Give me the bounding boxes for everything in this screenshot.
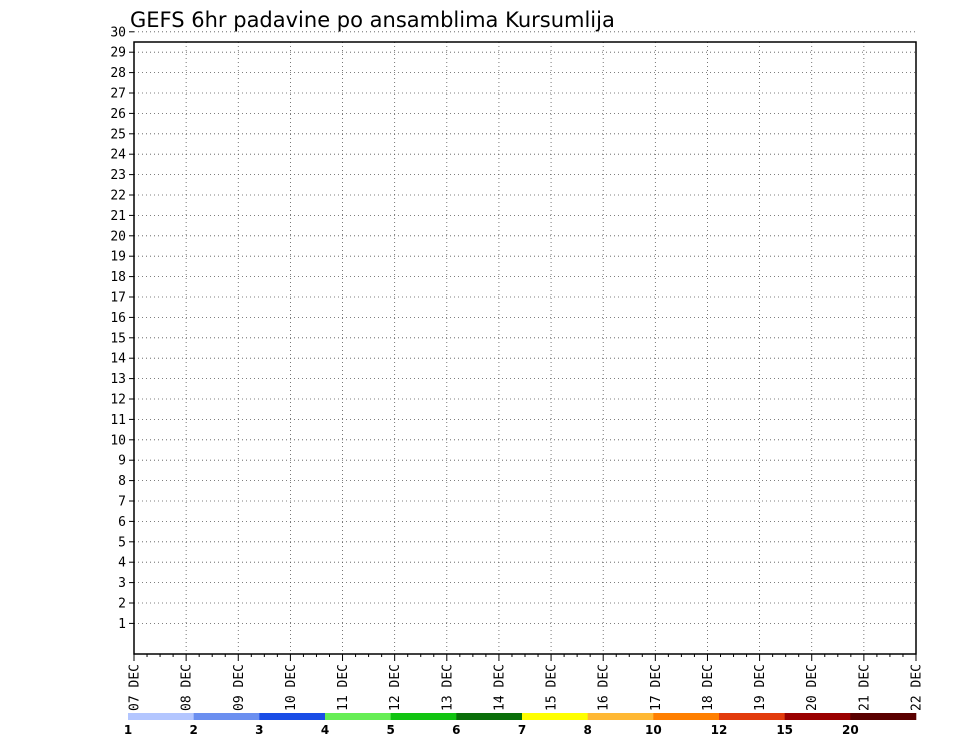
legend-label: 3 [255,723,263,737]
y-tick-label: 12 [110,393,126,408]
legend-swatch [719,713,785,720]
x-tick-label: 22 DEC [910,664,925,711]
legend-label: 4 [321,723,329,737]
legend-label: 8 [583,723,591,737]
y-tick-label: 2 [118,597,126,612]
y-tick-label: 21 [110,209,126,224]
y-tick-label: 28 [110,66,126,81]
x-tick-label: 21 DEC [857,664,872,711]
legend-label: 15 [776,723,793,737]
y-tick-label: 7 [118,495,126,510]
legend-label: 2 [189,723,197,737]
x-tick-label: 18 DEC [701,664,716,711]
y-tick-label: 11 [110,413,126,428]
y-tick-label: 26 [110,107,126,122]
y-tick-label: 4 [118,556,126,571]
y-tick-label: 23 [110,168,126,183]
grid-lines [134,31,916,654]
y-tick-label: 27 [110,87,126,102]
legend-label: 10 [645,723,662,737]
legend-swatch [259,713,326,720]
legend-swatch [390,713,457,720]
x-tick-label: 08 DEC [180,664,195,711]
x-tick-label: 10 DEC [284,664,299,711]
legend-swatch [653,713,720,720]
y-tick-label: 5 [118,535,126,550]
legend-swatch [522,713,588,720]
y-tick-label: 8 [118,474,126,489]
x-tick-label: 17 DEC [649,664,664,711]
y-tick-label: 22 [110,189,126,204]
legend-label: 7 [518,723,526,737]
x-tick-label: 07 DEC [128,664,143,711]
y-tick-label: 13 [110,372,126,387]
y-tick-label: 3 [118,576,126,591]
y-tick-label: 18 [110,270,126,285]
y-tick-label: 20 [110,229,126,244]
x-tick-label: 13 DEC [440,664,455,711]
legend-swatch [193,713,260,720]
y-tick-label: 25 [110,127,126,142]
y-tick-label: 30 [110,25,126,40]
y-tick-label: 29 [110,46,126,61]
y-tick-label: 17 [110,291,126,306]
x-tick-label: 15 DEC [545,664,560,711]
y-tick-label: 9 [118,454,126,469]
y-axis: 1234567891011121314151617181920212223242… [110,25,134,632]
x-tick-label: 19 DEC [753,664,768,711]
legend-label: 20 [842,723,859,737]
y-tick-label: 19 [110,250,126,265]
y-tick-label: 6 [118,515,126,530]
y-tick-label: 16 [110,311,126,326]
y-tick-label: 24 [110,148,126,163]
legend-swatch [128,713,194,720]
x-tick-label: 12 DEC [388,664,403,711]
x-tick-label: 09 DEC [232,664,247,711]
y-tick-label: 10 [110,433,126,448]
legend-swatch [587,713,654,720]
x-tick-label: 16 DEC [597,664,612,711]
chart-title: GEFS 6hr padavine po ansamblima Kursumli… [130,8,615,32]
legend-swatch [850,713,917,720]
color-legend: 1 2 3 4 5 6 7 8 10 12 15 20 [124,713,917,737]
legend-swatch [456,713,523,720]
legend-label: 1 [124,723,132,737]
y-tick-label: 14 [110,352,126,367]
x-tick-label: 14 DEC [492,664,507,711]
legend-label: 12 [711,723,728,737]
legend-swatch [325,713,391,720]
x-axis: 07 DEC 08 DEC 09 DEC 10 DEC 11 DEC 12 DEC 13 D… [128,654,925,711]
x-tick-label: 20 DEC [805,664,820,711]
y-tick-label: 1 [118,617,126,632]
legend-swatch [784,713,851,720]
legend-label: 6 [452,723,460,737]
legend-label: 5 [386,723,394,737]
y-tick-label: 15 [110,331,126,346]
x-tick-label: 11 DEC [336,664,351,711]
